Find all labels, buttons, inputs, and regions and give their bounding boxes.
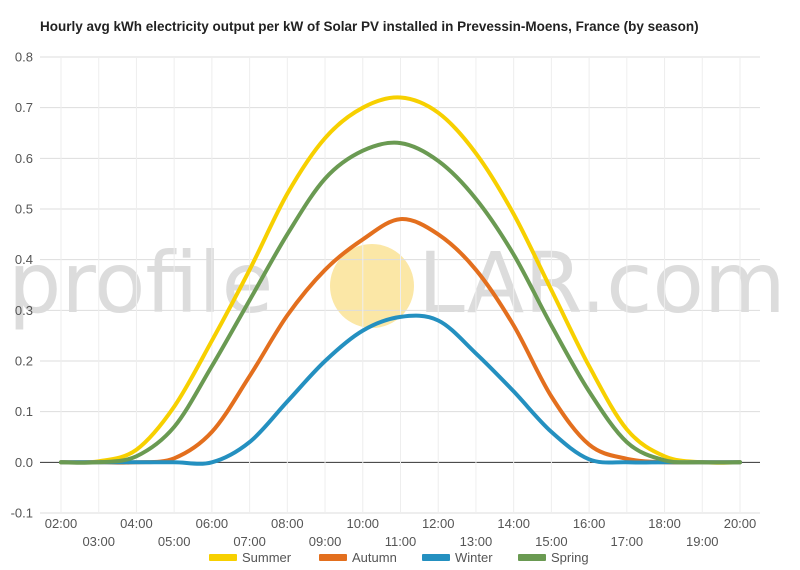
y-tick-label: 0.8 (15, 50, 33, 65)
series-line-spring[interactable] (59, 140, 742, 465)
y-tick-label: 0.3 (15, 303, 33, 318)
x-tick-label: 12:00 (422, 516, 455, 531)
x-tick-label: 17:00 (611, 534, 644, 549)
x-tick-label: 16:00 (573, 516, 606, 531)
x-tick-label: 07:00 (233, 534, 266, 549)
legend-swatch (518, 554, 546, 561)
x-tick-label: 14:00 (497, 516, 530, 531)
series-line-autumn[interactable] (59, 217, 742, 465)
series-line-summer[interactable] (59, 95, 742, 465)
legend-label: Spring (551, 550, 589, 565)
x-tick-label: 09:00 (309, 534, 342, 549)
y-tick-label: -0.1 (11, 506, 33, 521)
legend[interactable]: Summer Autumn Winter Spring (209, 550, 589, 565)
legend-item-autumn[interactable]: Autumn (319, 550, 397, 565)
x-tick-label: 08:00 (271, 516, 304, 531)
legend-item-winter[interactable]: Winter (422, 550, 493, 565)
y-tick-label: 0.2 (15, 354, 33, 369)
legend-swatch (209, 554, 237, 561)
y-axis-ticks: 0.8 0.7 0.6 0.5 0.4 0.3 0.2 0.1 0.0 -0.1 (11, 50, 33, 521)
x-tick-label: 15:00 (535, 534, 568, 549)
watermark-text-left: profile (8, 234, 273, 332)
x-tick-label: 13:00 (460, 534, 493, 549)
x-axis-ticks: 02:00 03:00 04:00 05:00 06:00 07:00 08:00 09:00… (45, 516, 757, 549)
legend-swatch (422, 554, 450, 561)
x-tick-label: 06:00 (196, 516, 229, 531)
y-tick-label: 0.7 (15, 100, 33, 115)
legend-item-spring[interactable]: Spring (518, 550, 589, 565)
y-tick-label: 0.5 (15, 202, 33, 217)
x-tick-label: 04:00 (120, 516, 153, 531)
y-tick-label: 0.1 (15, 404, 33, 419)
series-line-winter[interactable] (59, 313, 742, 466)
y-tick-label: 0.0 (15, 455, 33, 470)
x-tick-label: 18:00 (648, 516, 681, 531)
legend-item-summer[interactable]: Summer (209, 550, 292, 565)
x-tick-label: 03:00 (82, 534, 115, 549)
x-tick-label: 11:00 (385, 534, 417, 549)
x-tick-label: 10:00 (347, 516, 380, 531)
chart-title: Hourly avg kWh electricity output per kW… (40, 19, 699, 34)
series-lines (59, 95, 742, 466)
y-tick-label: 0.6 (15, 151, 33, 166)
watermark-sun-icon (330, 244, 414, 328)
x-tick-label: 19:00 (686, 534, 719, 549)
watermark: profile LAR.com (8, 234, 786, 332)
legend-label: Summer (242, 550, 292, 565)
legend-swatch (319, 554, 347, 561)
legend-label: Autumn (352, 550, 397, 565)
x-tick-label: 05:00 (158, 534, 191, 549)
x-tick-label: 02:00 (45, 516, 78, 531)
watermark-text-right: LAR.com (418, 234, 786, 332)
y-tick-label: 0.4 (15, 252, 33, 267)
legend-label: Winter (455, 550, 493, 565)
x-tick-label: 20:00 (724, 516, 757, 531)
